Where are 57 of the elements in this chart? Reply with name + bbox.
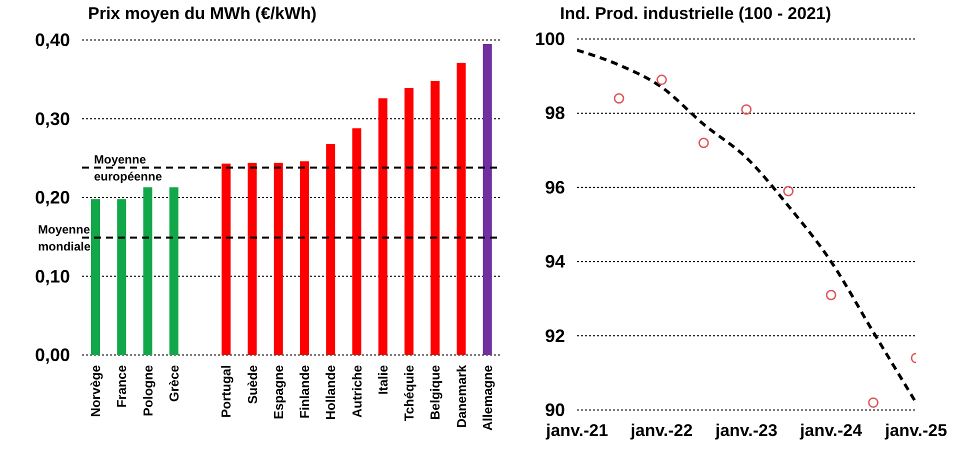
point — [826, 290, 836, 300]
x-tick-label: Portugal — [218, 365, 234, 418]
bar — [352, 128, 362, 355]
bar — [117, 199, 126, 355]
y-tick-label: 0,10 — [34, 266, 70, 286]
x-tick-label: janv.-21 — [544, 421, 608, 440]
y-tick-label: 0,40 — [34, 30, 70, 50]
bar — [248, 162, 257, 355]
x-tick-label: Belgique — [428, 365, 443, 420]
ref-line-label: Moyenne européenne — [94, 152, 162, 184]
bar — [430, 80, 440, 355]
bar — [274, 162, 283, 355]
bar — [326, 144, 336, 355]
y-tick-label: 90 — [544, 400, 565, 420]
point — [783, 186, 794, 196]
bar — [222, 164, 231, 355]
x-tick-label: Grèce — [166, 365, 182, 402]
y-tick-label: 94 — [544, 252, 565, 272]
bar — [456, 62, 466, 355]
bar — [300, 161, 309, 355]
x-tick-label: Allemagne — [480, 365, 495, 431]
x-tick-label: Hollande — [323, 365, 338, 420]
bar — [482, 44, 492, 355]
point — [741, 104, 752, 115]
y-tick-label: 0,00 — [34, 345, 70, 365]
point — [614, 93, 624, 104]
bar — [169, 187, 178, 355]
x-tick-label: France — [114, 365, 130, 408]
x-tick-label: Finlande — [297, 365, 312, 418]
y-tick-label: 96 — [544, 177, 565, 198]
chart-title: Ind. Prod. industrielle (100 - 2021) — [560, 4, 832, 24]
x-tick-label: Tchéquie — [402, 365, 417, 422]
x-tick-label: janv.-23 — [714, 421, 778, 440]
y-tick-label: 98 — [544, 103, 565, 124]
bar — [91, 199, 100, 355]
chart-title: Prix moyen du MWh (€/kWh) — [88, 4, 317, 24]
x-tick-label: janv.-25 — [884, 421, 948, 440]
bar — [404, 88, 414, 355]
point — [656, 74, 667, 86]
x-tick-label: Norvège — [88, 365, 104, 418]
x-tick-label: Pologne — [140, 365, 156, 416]
y-tick-label: 0,30 — [34, 108, 70, 129]
y-tick-label: 92 — [544, 326, 565, 346]
bar — [378, 98, 388, 355]
ref-line-label: Moyenne mondiale — [38, 222, 91, 254]
y-tick-label: 0,20 — [34, 188, 70, 208]
y-tick-label: 100 — [534, 29, 565, 49]
x-tick-label: Italie — [375, 365, 390, 395]
bar — [143, 187, 152, 355]
point — [868, 397, 879, 408]
x-tick-label: janv.-24 — [799, 421, 863, 440]
x-tick-label: Espagne — [270, 365, 286, 420]
x-tick-label: Autriche — [349, 365, 364, 418]
x-tick-label: Danemark — [454, 364, 469, 428]
x-tick-label: Suède — [244, 365, 260, 404]
x-tick-label: janv.-22 — [630, 421, 693, 440]
point — [698, 138, 709, 148]
